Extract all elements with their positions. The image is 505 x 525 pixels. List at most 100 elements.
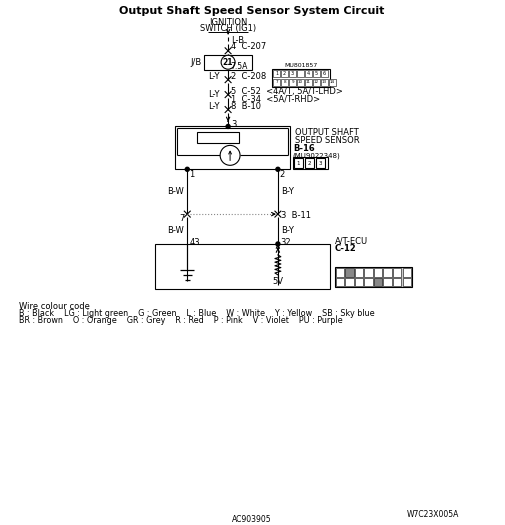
Bar xyxy=(336,268,344,277)
Text: 4: 4 xyxy=(307,71,310,76)
Bar xyxy=(305,159,314,169)
Bar xyxy=(294,159,303,169)
Text: 10: 10 xyxy=(298,80,303,85)
Text: A/T-ECU: A/T-ECU xyxy=(335,236,368,246)
Text: 7: 7 xyxy=(179,214,184,223)
Text: Output Shaft Speed Sensor System Circuit: Output Shaft Speed Sensor System Circuit xyxy=(119,6,385,16)
Bar xyxy=(313,70,320,77)
Bar xyxy=(305,70,312,77)
Bar xyxy=(345,278,353,286)
Text: 11: 11 xyxy=(306,80,311,85)
Text: 35: 35 xyxy=(375,270,381,275)
Bar xyxy=(355,268,363,277)
Text: 8: 8 xyxy=(283,80,286,85)
Bar xyxy=(273,70,280,77)
Text: 5  C-52  <4A/T, 5A/T-LHD>: 5 C-52 <4A/T, 5A/T-LHD> xyxy=(231,87,343,96)
Bar xyxy=(321,70,328,77)
Bar xyxy=(335,267,412,287)
Text: J/B: J/B xyxy=(190,58,201,67)
Bar xyxy=(197,132,239,143)
Text: 3  B-11: 3 B-11 xyxy=(281,211,311,219)
Text: 2: 2 xyxy=(308,161,311,166)
Bar xyxy=(336,278,344,286)
Text: L-Y: L-Y xyxy=(208,72,220,81)
Circle shape xyxy=(276,167,280,171)
Bar xyxy=(402,278,411,286)
Text: 4  C-207: 4 C-207 xyxy=(231,43,266,51)
Bar xyxy=(273,79,280,86)
Bar xyxy=(289,70,296,77)
Text: OUTPUT SHAFT: OUTPUT SHAFT xyxy=(295,128,359,137)
Text: 46: 46 xyxy=(404,280,410,284)
Text: Wire colour code: Wire colour code xyxy=(19,302,90,311)
Text: 32: 32 xyxy=(346,270,352,275)
Text: 2: 2 xyxy=(283,71,286,76)
Bar xyxy=(272,69,330,87)
Text: 36: 36 xyxy=(385,270,390,275)
Text: IGNITION: IGNITION xyxy=(209,18,247,27)
Text: 39: 39 xyxy=(337,280,342,284)
Text: 37: 37 xyxy=(394,270,400,275)
Text: 40: 40 xyxy=(346,280,352,284)
Text: 3: 3 xyxy=(291,71,294,76)
Text: 8  B-10: 8 B-10 xyxy=(231,102,261,111)
Text: 7.5A: 7.5A xyxy=(230,62,247,71)
Text: 1: 1 xyxy=(296,161,300,166)
Text: 42: 42 xyxy=(366,280,371,284)
Text: 41: 41 xyxy=(356,280,362,284)
Text: 7: 7 xyxy=(275,80,278,85)
Text: C-12: C-12 xyxy=(335,245,357,254)
Bar xyxy=(355,278,363,286)
Bar xyxy=(345,268,353,277)
Bar xyxy=(329,79,336,86)
Text: L-Y: L-Y xyxy=(208,102,220,111)
Text: 45: 45 xyxy=(394,280,400,284)
Bar xyxy=(364,268,373,277)
Text: B-W: B-W xyxy=(168,187,184,196)
Bar xyxy=(383,278,392,286)
Circle shape xyxy=(185,167,189,171)
Text: MU801857: MU801857 xyxy=(284,63,318,68)
Text: 21: 21 xyxy=(223,58,233,67)
Text: B-16: B-16 xyxy=(293,144,315,153)
Text: 44: 44 xyxy=(385,280,390,284)
Text: 2: 2 xyxy=(280,170,285,179)
Text: 43: 43 xyxy=(375,280,381,284)
Bar xyxy=(374,268,382,277)
Circle shape xyxy=(276,242,280,246)
Bar xyxy=(321,79,328,86)
Text: 1: 1 xyxy=(189,170,194,179)
Bar xyxy=(281,79,288,86)
Bar xyxy=(316,159,325,169)
Text: 31: 31 xyxy=(337,270,342,275)
Circle shape xyxy=(226,124,230,129)
Text: 1  C-34  <5A/T-RHD>: 1 C-34 <5A/T-RHD> xyxy=(231,94,320,103)
Text: 5V: 5V xyxy=(272,277,283,286)
Bar xyxy=(297,70,305,77)
Text: 12: 12 xyxy=(314,80,319,85)
Bar xyxy=(297,79,305,86)
Bar xyxy=(402,268,411,277)
Text: L-B: L-B xyxy=(231,36,244,45)
Text: 5: 5 xyxy=(315,71,318,76)
Text: 2  C-208: 2 C-208 xyxy=(231,72,266,81)
Text: SWITCH (IG1): SWITCH (IG1) xyxy=(200,24,256,34)
Text: 6: 6 xyxy=(323,71,326,76)
Text: BR : Brown    O : Orange    GR : Grey    R : Red    P : Pink    V : Violet    PU: BR : Brown O : Orange GR : Grey R : Red … xyxy=(19,316,342,324)
Bar xyxy=(281,70,288,77)
Text: 3: 3 xyxy=(319,161,322,166)
Text: 13: 13 xyxy=(322,80,327,85)
Text: W7C23X005A: W7C23X005A xyxy=(407,510,459,519)
Text: B : Black    LG : Light green    G : Green    L : Blue    W : White    Y : Yello: B : Black LG : Light green G : Green L :… xyxy=(19,309,375,318)
Bar xyxy=(156,244,330,289)
Text: 3: 3 xyxy=(231,120,236,129)
Text: 43: 43 xyxy=(189,238,200,247)
Text: B-Y: B-Y xyxy=(281,187,294,196)
Bar xyxy=(393,278,401,286)
Text: 32: 32 xyxy=(280,238,290,247)
Text: B-Y: B-Y xyxy=(281,226,294,235)
Text: 33: 33 xyxy=(356,270,362,275)
Text: L-Y: L-Y xyxy=(208,90,220,99)
Bar xyxy=(313,79,320,86)
Bar xyxy=(175,127,290,169)
